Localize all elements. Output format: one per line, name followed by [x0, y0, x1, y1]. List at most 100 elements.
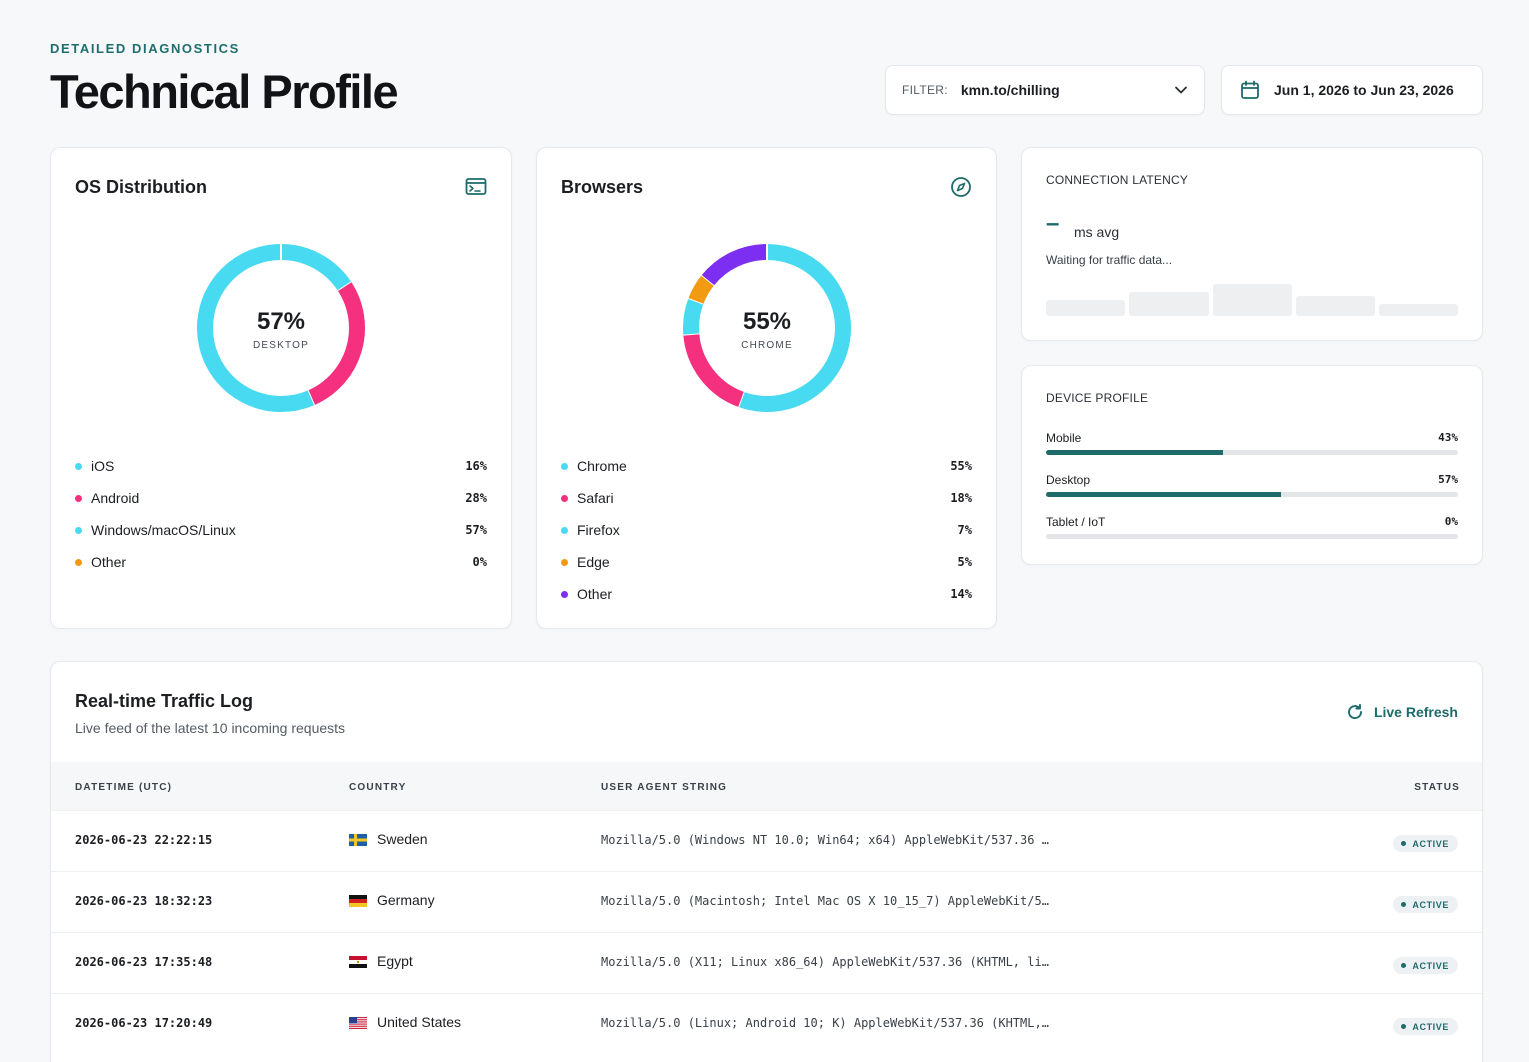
row-datetime: 2026-06-23 17:20:49 — [75, 1016, 213, 1030]
row-country: United States — [349, 1014, 461, 1030]
browser-slice-chrome — [738, 244, 851, 412]
os-legend-item: Android 28% — [75, 488, 487, 508]
legend-dot — [75, 558, 82, 566]
page-eyebrow: DETAILED DIAGNOSTICS — [50, 41, 240, 56]
link-filter-dropdown[interactable]: FILTER: kmn.to/chilling — [885, 65, 1205, 115]
egypt-flag — [349, 955, 367, 968]
latency-title: CONNECTION LATENCY — [1046, 173, 1189, 187]
legend-dot — [561, 590, 568, 598]
traffic-log-title: Real-time Traffic Log — [75, 691, 254, 711]
row-datetime: 2026-06-23 17:35:48 — [75, 955, 213, 969]
legend-dot — [561, 494, 568, 502]
device-label: Desktop — [1046, 473, 1091, 487]
filter-label: FILTER: — [902, 83, 948, 97]
device-progress-track — [1046, 534, 1458, 539]
browser-legend-item: Safari 18% — [561, 488, 972, 508]
device-value: 0% — [1444, 515, 1458, 528]
compass-icon — [951, 177, 971, 197]
column-header-status: STATUS — [1414, 782, 1460, 793]
os-slice-android — [307, 282, 365, 406]
date-range-picker[interactable]: Jun 1, 2026 to Jun 23, 2026 — [1221, 65, 1483, 115]
latency-value: – — [1046, 210, 1060, 237]
live-refresh-button[interactable]: Live Refresh — [1346, 703, 1458, 721]
os-legend-item: Other 0% — [75, 552, 487, 572]
status-dot — [1401, 1024, 1407, 1029]
legend-dot — [75, 462, 82, 470]
status-dot — [1401, 841, 1407, 846]
browsers-donut-chart — [682, 243, 851, 412]
connection-latency-card: CONNECTION LATENCY – ms avg Waiting for … — [1021, 147, 1483, 341]
germany-flag — [349, 894, 367, 907]
device-progress-fill — [1046, 450, 1224, 455]
device-value: 43% — [1438, 431, 1458, 444]
legend-value: 14% — [950, 587, 972, 601]
page-title: Technical Profile — [50, 65, 399, 118]
table-row[interactable]: 2026-06-23 18:32:23 Germany Mozilla/5.0 (M… — [51, 871, 1482, 932]
status-dot — [1401, 902, 1407, 907]
row-country-name: Egypt — [377, 953, 413, 969]
legend-value: 28% — [465, 491, 487, 505]
os-donut-chart — [197, 243, 365, 412]
terminal-icon — [465, 178, 487, 195]
latency-skeleton-bar — [1129, 292, 1209, 316]
row-datetime: 2026-06-23 18:32:23 — [75, 894, 213, 908]
browser-legend-item: Edge 5% — [561, 552, 972, 572]
device-progress-track — [1046, 492, 1458, 497]
legend-dot — [561, 558, 568, 566]
legend-dot — [75, 494, 82, 502]
browser-legend-item: Firefox 7% — [561, 520, 972, 540]
os-card-title: OS Distribution — [75, 177, 207, 197]
browsers-card-title: Browsers — [561, 177, 644, 197]
legend-label: Firefox — [577, 522, 620, 538]
status-label: ACTIVE — [1412, 1021, 1449, 1032]
latency-skeleton-bar — [1046, 300, 1125, 316]
browser-slice-other — [701, 244, 768, 286]
legend-value: 55% — [950, 459, 972, 473]
row-country: Sweden — [349, 831, 428, 847]
table-header: DATETIME (UTC) COUNTRY USER AGENT STRING… — [51, 762, 1482, 810]
date-range-value: Jun 1, 2026 to Jun 23, 2026 — [1274, 82, 1454, 98]
latency-status: Waiting for traffic data... — [1046, 253, 1173, 267]
legend-value: 18% — [950, 491, 972, 505]
row-datetime: 2026-06-23 22:22:15 — [75, 833, 213, 847]
legend-label: Other — [577, 586, 613, 602]
legend-label: iOS — [91, 458, 115, 474]
row-country-name: Sweden — [377, 831, 428, 847]
column-header-user-agent: USER AGENT STRING — [601, 782, 728, 793]
status-label: ACTIVE — [1412, 899, 1449, 910]
legend-dot — [561, 462, 568, 470]
legend-dot — [561, 526, 568, 534]
os-legend-item: iOS 16% — [75, 456, 487, 476]
device-profile-card: DEVICE PROFILE Mobile 43% Desktop 57% Tablet… — [1021, 365, 1483, 565]
us-flag — [349, 1016, 367, 1029]
legend-label: Safari — [577, 490, 614, 506]
table-row[interactable]: 2026-06-23 22:22:15 Sweden Mozilla/5.0 (Wi… — [51, 810, 1482, 871]
browsers-donut-center-value: 55% — [742, 308, 792, 335]
browser-slice-safari — [683, 333, 745, 407]
legend-label: Android — [91, 490, 140, 506]
browser-slice-firefox — [683, 298, 704, 335]
table-row[interactable]: 2026-06-23 17:35:48 Egypt Mozilla/5.0 (X11… — [51, 932, 1482, 993]
status-badge: ACTIVE — [1393, 957, 1458, 974]
browsers-card: Browsers 55% CHROME Chrome 55% Safari 18% Fi… — [536, 147, 997, 629]
chevron-down-icon — [1175, 86, 1187, 94]
row-country-name: Germany — [377, 892, 435, 908]
status-badge: ACTIVE — [1393, 835, 1458, 852]
table-row[interactable]: 2026-06-23 17:20:49 United States Mozilla/… — [51, 993, 1482, 1054]
latency-skeleton-bar — [1213, 284, 1292, 316]
row-user-agent: Mozilla/5.0 (Linux; Android 10; K) Apple… — [601, 1016, 1051, 1030]
legend-value: 7% — [957, 523, 972, 537]
os-slice-windows-macos-linux — [197, 244, 315, 412]
device-progress-fill — [1046, 492, 1281, 497]
legend-value: 5% — [957, 555, 972, 569]
device-label: Tablet / IoT — [1046, 515, 1106, 529]
refresh-icon — [1348, 703, 1362, 720]
column-header-country: COUNTRY — [349, 782, 407, 793]
latency-skeleton-bar — [1379, 304, 1458, 316]
browsers-donut-center-label: CHROME — [741, 340, 793, 351]
row-user-agent: Mozilla/5.0 (Windows NT 10.0; Win64; x64… — [601, 833, 1051, 847]
latency-skeleton-bar — [1296, 296, 1375, 316]
os-distribution-card: OS Distribution 57% DESKTOP iOS 16% Androi… — [50, 147, 512, 629]
legend-label: Chrome — [577, 458, 627, 474]
os-legend-item: Windows/macOS/Linux 57% — [75, 520, 487, 540]
